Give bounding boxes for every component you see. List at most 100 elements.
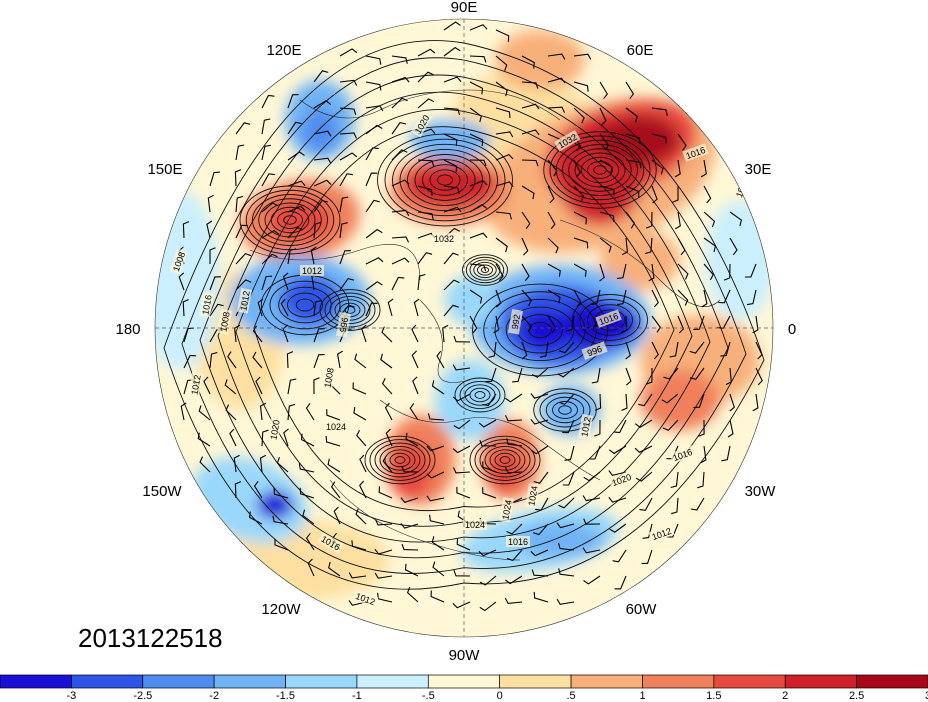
wind-barb: [547, 185, 555, 204]
isobar: [494, 452, 516, 468]
wind-barb: [701, 289, 708, 308]
wind-barb: [453, 570, 471, 577]
wind-barb: [752, 393, 759, 412]
isobar: [422, 164, 468, 196]
wind-barb: [625, 211, 636, 229]
wind-barb: [234, 481, 242, 499]
contour-label-bg: [267, 416, 283, 443]
contour-label: 1012: [300, 265, 324, 276]
contour-label: 1016: [199, 291, 215, 318]
colorbar-swatch: [356, 674, 429, 689]
contour-label-bg: [432, 233, 456, 244]
wind-barb: [325, 435, 341, 447]
wind-barb: [594, 393, 602, 411]
wind-barb: [274, 538, 289, 551]
wind-barb: [590, 289, 601, 305]
wind-barb: [365, 105, 384, 112]
contour-label-text: 1020: [268, 419, 281, 440]
isobar: [295, 298, 315, 312]
wind-barb: [328, 561, 341, 577]
wind-barb: [359, 454, 367, 473]
wind-barb: [662, 419, 679, 431]
colorbar-tick-label: 1.5: [706, 690, 721, 702]
wind-barb: [703, 263, 714, 281]
contour-label-bg: [506, 536, 530, 547]
wind-barb: [588, 445, 601, 460]
contour-label-bg: [581, 341, 608, 360]
wind-barb: [506, 438, 523, 447]
wind-barb: [313, 199, 329, 213]
isobar: [389, 452, 411, 468]
wind-barb: [547, 237, 559, 254]
wind-barb: [417, 252, 433, 265]
contour-label-text: 1024: [500, 499, 513, 520]
colorbar-tick-label: -.5: [422, 690, 435, 702]
wind-barb: [669, 341, 679, 358]
wind-barb: [339, 173, 353, 187]
wind-barb: [339, 152, 358, 161]
contour-label: 1012: [188, 371, 204, 398]
wind-barb: [646, 367, 653, 385]
wind-barb: [625, 367, 632, 386]
wind-barb: [235, 252, 252, 265]
wind-barb: [391, 209, 410, 216]
wind-barb: [452, 393, 471, 402]
wind-barb: [558, 393, 575, 406]
wind-barb: [482, 393, 497, 407]
contour-label: 1024: [499, 496, 515, 523]
wind-barb: [690, 497, 705, 511]
wind-barb: [533, 591, 549, 603]
wind-barb: [625, 107, 638, 123]
wind-barb: [651, 159, 664, 175]
isobar: [465, 256, 505, 284]
isobar: [543, 131, 657, 209]
wind-barb: [645, 211, 653, 229]
wind-barb: [547, 77, 566, 84]
colorbar-tick-label: 3: [925, 690, 928, 702]
wind-barb: [677, 263, 689, 280]
lon-label-90w: 90W: [449, 647, 481, 664]
wind-barb: [583, 471, 601, 482]
wind-barb: [305, 532, 315, 551]
coastline: [249, 244, 421, 281]
isobar: [334, 299, 366, 321]
wind-barb: [313, 221, 322, 239]
isobar: [505, 306, 575, 354]
wind-barb: [531, 367, 549, 378]
wind-barb: [426, 495, 445, 502]
wind-barb: [723, 263, 731, 281]
wind-barb: [608, 445, 627, 455]
lon-label-120w: 120W: [261, 601, 301, 618]
wind-barb: [727, 419, 734, 438]
wind-barb: [599, 237, 612, 253]
wind-barb: [330, 481, 341, 499]
wind-barb: [417, 98, 435, 109]
wind-barb: [252, 325, 263, 343]
wind-barb: [729, 211, 743, 227]
contour-label: 1016: [506, 536, 530, 547]
wind-barb: [313, 130, 332, 137]
coastline: [299, 89, 561, 121]
isobar: [392, 143, 498, 217]
wind-barb: [521, 289, 532, 307]
wind-barb: [365, 55, 382, 65]
contour-label-bg: [669, 445, 696, 464]
contour-label-text: 1012: [238, 290, 251, 311]
wind-barb: [443, 279, 460, 291]
wind-barb: [495, 181, 514, 188]
wind-barb: [495, 81, 508, 97]
wind-barb: [648, 263, 655, 282]
wind-barb: [261, 429, 269, 447]
wind-barb: [564, 445, 575, 461]
wind-barb: [521, 211, 531, 229]
wind-barb: [432, 561, 445, 577]
wind-barb: [280, 298, 289, 317]
wind-barb: [599, 211, 615, 222]
map-border: [154, 18, 774, 638]
isobar: [574, 152, 626, 188]
wind-barb: [235, 224, 248, 239]
isobar: [572, 294, 648, 346]
graticule-dashes: [155, 19, 773, 637]
isobar: [587, 304, 633, 336]
colorbar-swatch: [285, 674, 358, 689]
